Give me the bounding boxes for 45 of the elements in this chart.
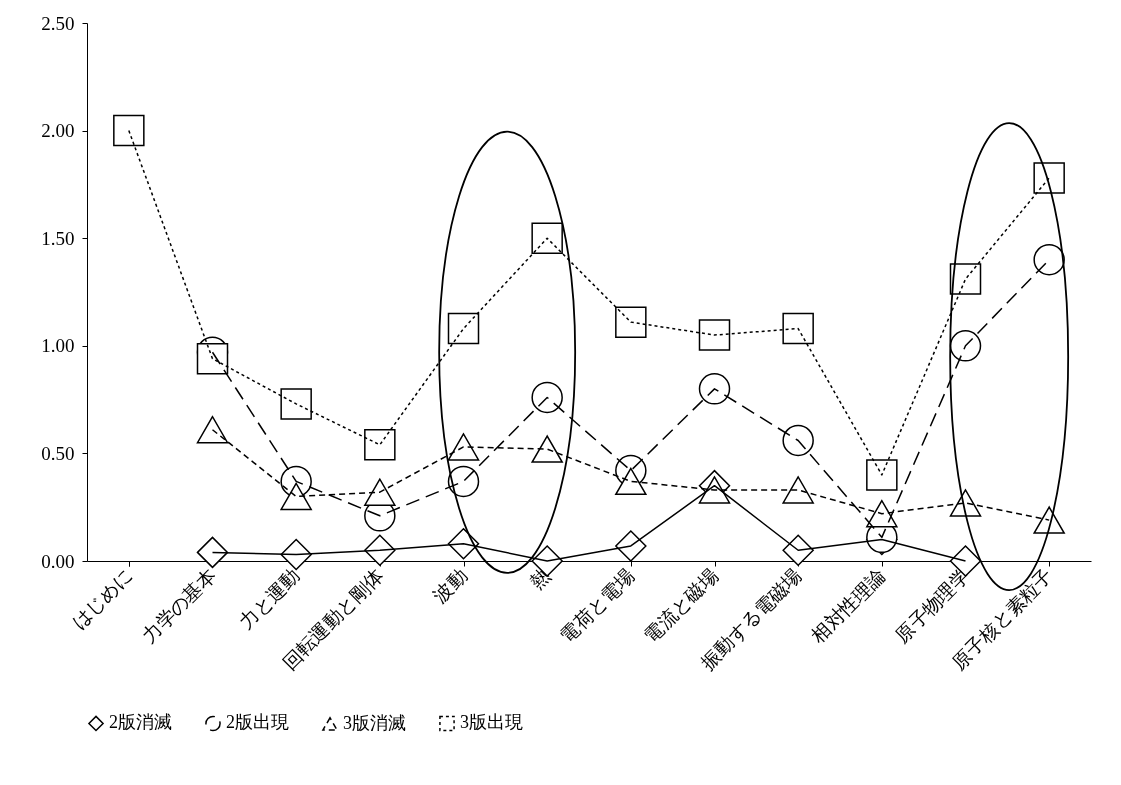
point	[196, 415, 229, 444]
point	[1033, 162, 1065, 194]
point	[280, 388, 312, 420]
legend-label: 2版消滅	[109, 712, 172, 733]
point	[447, 433, 480, 461]
x-tick-label: 電荷と電場	[556, 564, 639, 647]
x-tick-label: 力学の基本	[138, 564, 221, 647]
point	[1033, 244, 1065, 276]
x-tick-label: 相対性理論	[807, 564, 890, 647]
x-tick-label: 力と運動	[235, 564, 304, 634]
point	[615, 306, 647, 338]
point	[447, 465, 480, 498]
point	[949, 263, 982, 295]
point	[782, 424, 814, 457]
legend-label: 2版出現	[226, 712, 289, 733]
point	[698, 319, 731, 351]
point	[364, 478, 396, 506]
y-tick-label: 0.00	[41, 550, 75, 572]
point	[196, 536, 229, 569]
y-tick-label: 1.00	[41, 335, 75, 357]
point	[113, 114, 145, 147]
legend-label: 3版出現	[460, 712, 523, 733]
point	[782, 476, 814, 504]
x-tick-label: 波動	[429, 564, 472, 607]
point	[280, 482, 312, 511]
point	[698, 373, 731, 405]
y-tick-label: 0.50	[41, 442, 75, 464]
point	[615, 467, 647, 496]
point	[782, 312, 814, 345]
point	[364, 429, 396, 461]
point	[531, 435, 563, 463]
y-tick-label: 2.00	[41, 120, 75, 142]
point	[447, 312, 480, 345]
x-tick-label: 熱	[526, 564, 555, 594]
point	[866, 459, 898, 491]
point	[364, 534, 396, 566]
point	[531, 222, 563, 254]
point	[949, 330, 982, 362]
point	[196, 342, 229, 375]
y-tick-label: 2.50	[41, 12, 75, 34]
point	[531, 381, 563, 414]
point	[280, 538, 312, 571]
point	[866, 499, 898, 528]
legend-label: 3版消滅	[343, 712, 406, 733]
y-tick-label: 1.50	[41, 227, 75, 249]
